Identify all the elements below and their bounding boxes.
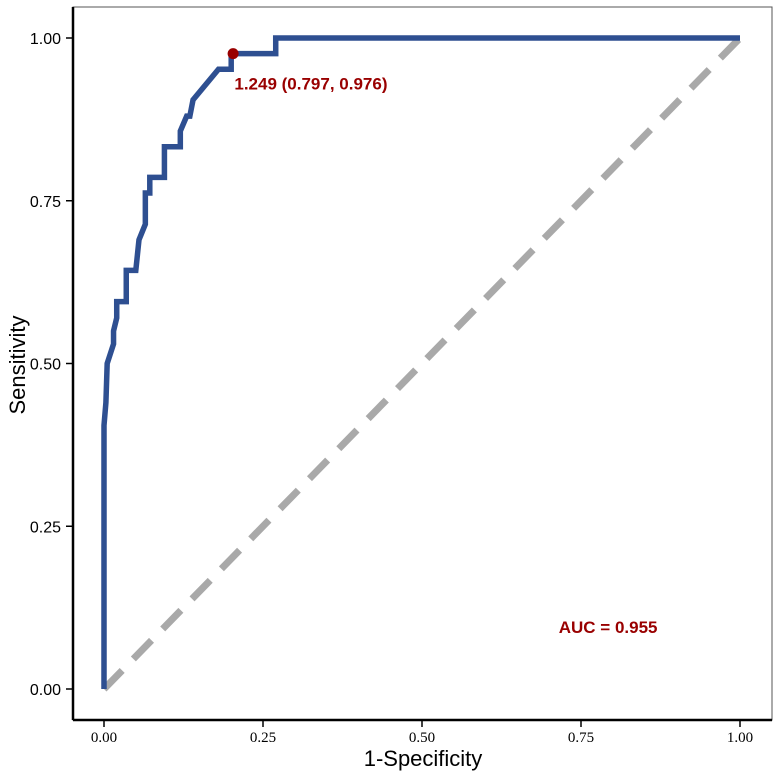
- y-axis-title: Sensitivity: [5, 315, 30, 414]
- x-tick-label: 0.50: [409, 730, 435, 746]
- y-tick-label: 0.25: [30, 519, 61, 536]
- y-tick-label: 0.75: [30, 194, 61, 211]
- reference-diagonal-line: [101, 35, 743, 692]
- roc-curve-line: [101, 35, 740, 689]
- optimal-threshold-point: [227, 48, 239, 60]
- threshold-annotation: 1.249 (0.797, 0.976): [234, 75, 387, 94]
- x-axis-title: 1-Specificity: [364, 746, 483, 771]
- y-tick-label: 0.50: [30, 357, 61, 374]
- y-tick-label: 1.00: [30, 31, 61, 48]
- x-tick-label: 1.00: [727, 730, 753, 746]
- y-tick-label: 0.00: [30, 682, 61, 699]
- x-tick-label: 0.00: [91, 730, 117, 746]
- x-tick-label: 0.75: [568, 730, 594, 746]
- auc-annotation: AUC = 0.955: [559, 618, 658, 637]
- x-tick-label: 0.25: [250, 730, 276, 746]
